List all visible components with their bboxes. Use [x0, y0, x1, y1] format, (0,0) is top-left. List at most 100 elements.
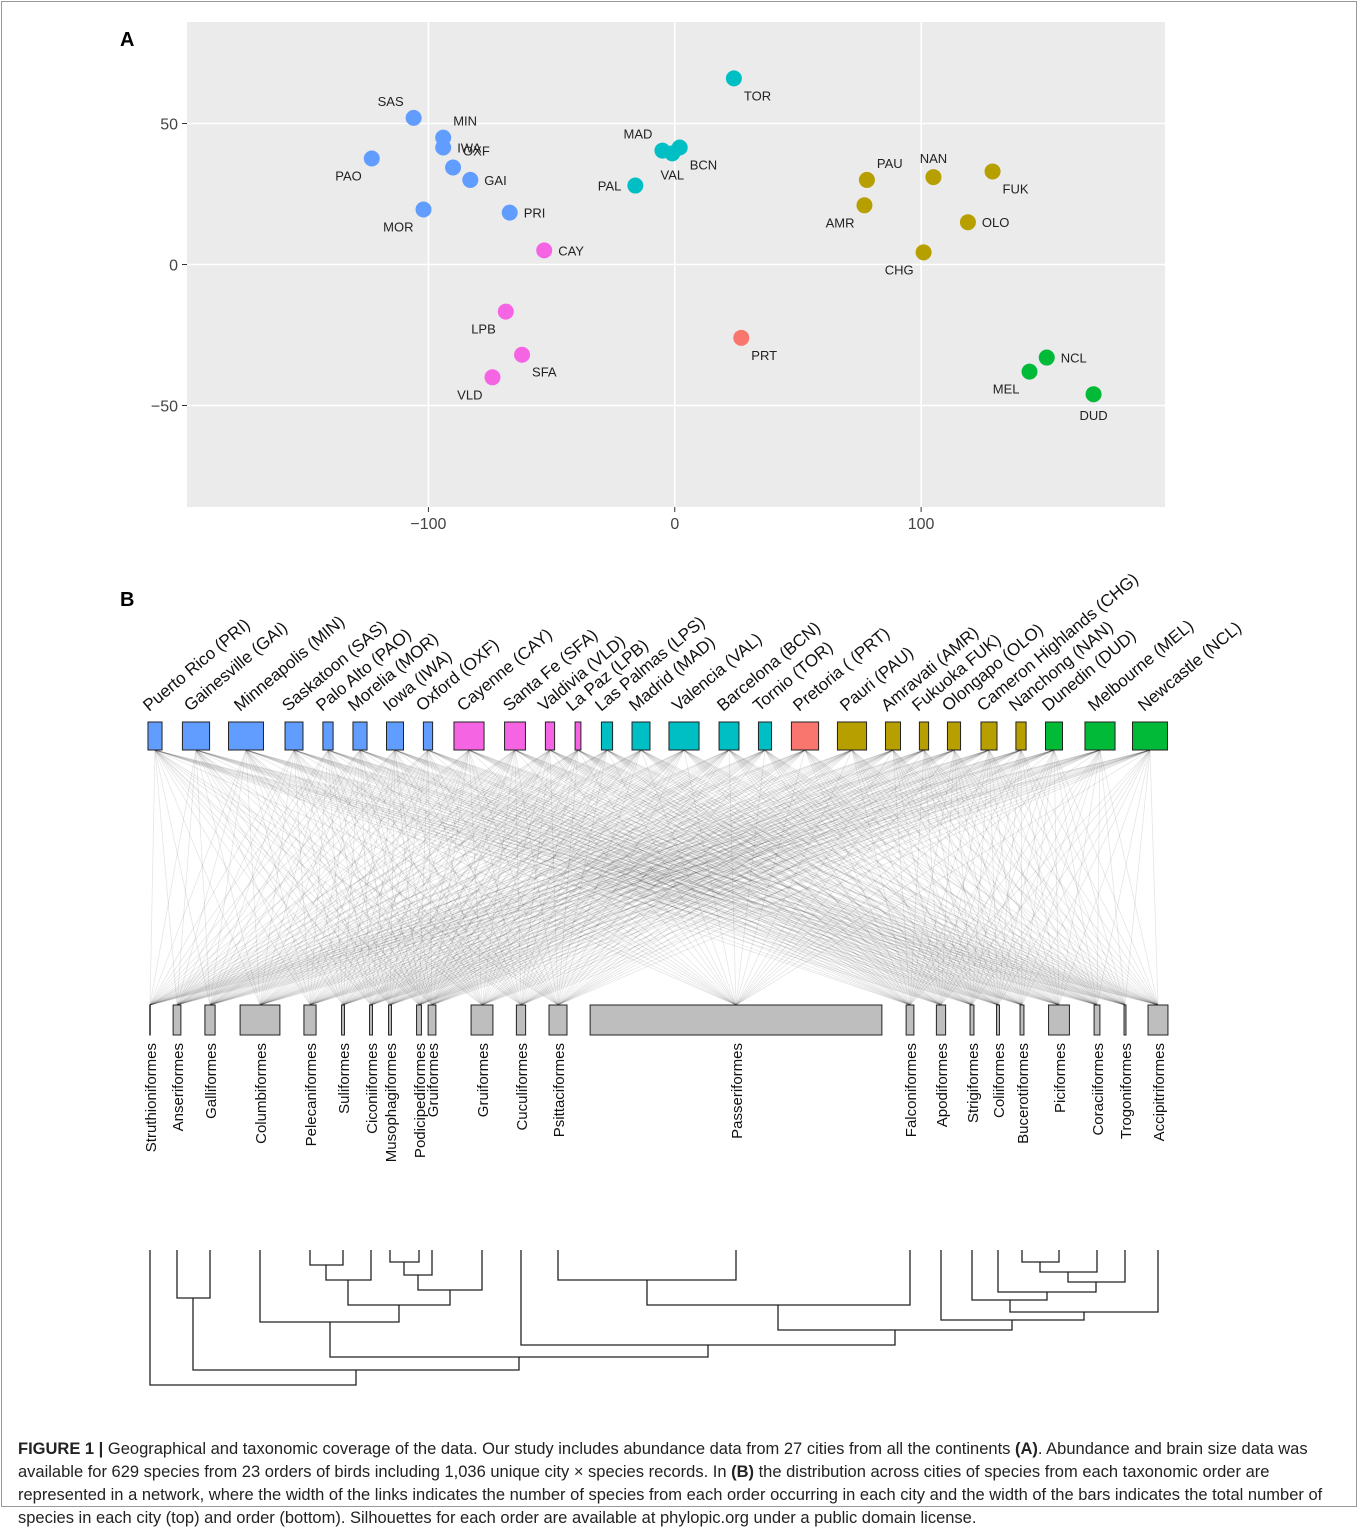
city-bar — [791, 722, 818, 750]
order-label: Struthioniformes — [143, 1043, 160, 1152]
order-label: Galliformes — [203, 1043, 220, 1119]
city-point-label: AMR — [826, 215, 855, 230]
order-bar — [1148, 1005, 1168, 1035]
order-label: Ciconiiformes — [364, 1043, 381, 1134]
city-point-label: CHG — [885, 262, 914, 277]
city-point — [985, 163, 1001, 179]
city-point-label: SAS — [378, 94, 404, 109]
order-label: Apodiformes — [934, 1043, 951, 1127]
order-bar — [304, 1005, 316, 1035]
city-bar — [575, 722, 581, 750]
city-bar — [919, 722, 928, 750]
order-label: Cuculiformes — [514, 1043, 531, 1131]
panel-label: B — [120, 589, 134, 611]
order-label: Anseriformes — [170, 1043, 187, 1131]
city-bar — [285, 722, 303, 750]
network-link — [150, 750, 196, 1005]
order-bar — [389, 1005, 392, 1035]
order-label: Coraciiformes — [1090, 1043, 1107, 1136]
city-point-label: VLD — [457, 387, 482, 402]
city-point-label: GAI — [484, 173, 506, 188]
x-tick-label: 0 — [670, 516, 679, 533]
network-link — [155, 750, 177, 1005]
city-point — [462, 172, 478, 188]
order-bar — [549, 1005, 567, 1035]
order-bar — [205, 1005, 215, 1035]
order-label: Pelecaniformes — [303, 1043, 320, 1146]
order-bar — [970, 1005, 974, 1035]
order-bar — [516, 1005, 525, 1035]
city-point — [859, 172, 875, 188]
city-bar — [758, 722, 771, 750]
order-bar — [906, 1005, 914, 1035]
city-bar — [719, 722, 739, 750]
network-link — [1150, 750, 1158, 1005]
city-bar — [454, 722, 484, 750]
city-bar — [182, 722, 209, 750]
city-point — [1022, 364, 1038, 380]
caption-text: Geographical and taxonomic coverage of t… — [103, 1440, 1015, 1458]
city-bar — [505, 722, 526, 750]
city-point — [733, 330, 749, 346]
order-bar — [1094, 1005, 1100, 1035]
order-label: Suliformes — [336, 1043, 353, 1114]
caption-text: (A) — [1015, 1440, 1038, 1458]
y-tick-label: 50 — [160, 117, 178, 134]
order-bar — [1020, 1005, 1024, 1035]
order-bar — [370, 1005, 373, 1035]
order-bar — [428, 1005, 436, 1035]
city-point-label: NCL — [1061, 351, 1087, 366]
city-bar — [229, 722, 264, 750]
city-point — [445, 160, 461, 176]
city-point — [502, 205, 518, 221]
figure-caption: FIGURE 1 | Geographical and taxonomic co… — [18, 1438, 1340, 1530]
caption-text: (B) — [731, 1463, 754, 1481]
city-point — [364, 150, 380, 166]
order-bar — [342, 1005, 345, 1035]
city-bar — [1133, 722, 1168, 750]
y-tick-label: −50 — [151, 398, 178, 415]
city-bar — [323, 722, 333, 750]
order-label: Accipitriformes — [1151, 1043, 1168, 1141]
city-point-label: NAN — [920, 151, 947, 166]
phylogeny-tree — [150, 1250, 1158, 1385]
order-label: Strigiformes — [965, 1043, 982, 1123]
city-bar — [387, 722, 404, 750]
city-bar — [1046, 722, 1063, 750]
city-point-label: SFA — [532, 365, 557, 380]
order-bar — [417, 1005, 422, 1035]
city-point-label: PRI — [524, 206, 546, 221]
city-point-label: BCN — [690, 157, 717, 172]
city-point — [1086, 386, 1102, 402]
city-point — [627, 178, 643, 194]
city-point — [415, 202, 431, 218]
city-point-label: PAL — [598, 179, 622, 194]
network-links — [150, 750, 1158, 1005]
order-bar — [590, 1005, 882, 1035]
city-bar — [947, 722, 960, 750]
city-point — [664, 145, 680, 161]
order-bar — [1124, 1005, 1126, 1035]
x-tick-label: −100 — [410, 516, 446, 533]
city-bar — [632, 722, 650, 750]
order-bar — [240, 1005, 280, 1035]
city-bar — [885, 722, 900, 750]
city-point-label: MOR — [383, 220, 413, 235]
city-bar — [353, 722, 367, 750]
city-point — [1039, 350, 1055, 366]
city-point-label: OXF — [463, 144, 490, 159]
order-bar — [173, 1005, 181, 1035]
order-label: Piciformes — [1052, 1043, 1069, 1113]
order-bar — [936, 1005, 945, 1035]
order-label: Musophagiformes — [383, 1043, 400, 1162]
city-bar — [423, 722, 432, 750]
city-point — [960, 214, 976, 230]
y-tick-label: 0 — [169, 258, 178, 275]
caption-text: FIGURE 1 | — [18, 1440, 103, 1458]
order-label: Gruiformes — [475, 1043, 492, 1117]
city-point — [726, 70, 742, 86]
network-link — [150, 750, 155, 1005]
city-point — [484, 369, 500, 385]
city-point-label: PAO — [335, 168, 362, 183]
